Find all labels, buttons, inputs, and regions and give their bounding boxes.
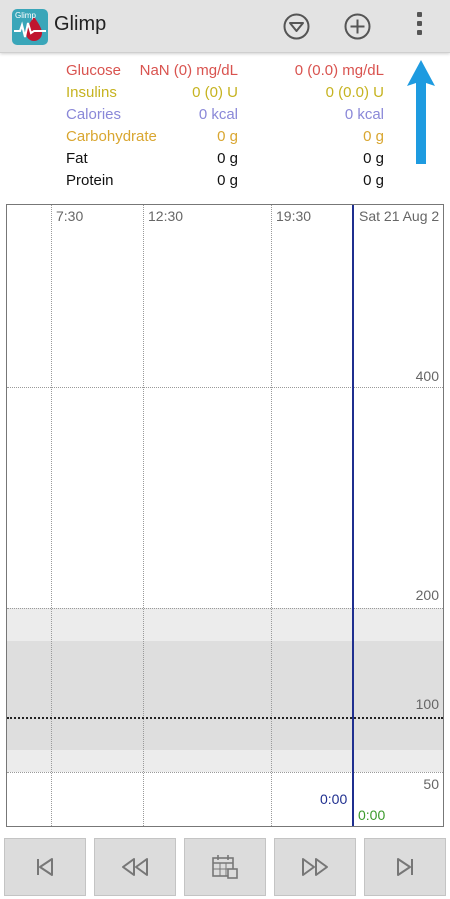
summary-value: 0 g	[217, 172, 238, 189]
annotation-arrow-icon	[407, 60, 435, 164]
summary-value-alt: 0 (0.0) mg/dL	[294, 62, 384, 79]
x-tick-label: 12:30	[148, 208, 184, 224]
first-page-icon	[37, 858, 53, 876]
rewind-icon	[122, 858, 148, 876]
summary-value: NaN (0) mg/dL	[139, 62, 238, 79]
app-title: Glimp	[54, 13, 107, 35]
summary-label: Fat	[66, 150, 88, 167]
summary-value-alt: 0 kcal	[344, 106, 384, 123]
summary-label: Calories	[66, 106, 122, 123]
target-line	[7, 717, 443, 719]
x-gridline	[51, 205, 52, 826]
y-tick-label: 100	[415, 696, 439, 712]
fast-forward-icon	[302, 858, 328, 876]
range-band-lower	[7, 750, 443, 772]
summary-value: 0 (0) U	[192, 84, 238, 101]
filter-icon[interactable]	[283, 13, 310, 40]
last-page-button[interactable]	[364, 838, 446, 896]
summary-row-calories: Calories 0 kcal 0 kcal	[0, 106, 450, 128]
glimp-app-icon[interactable]: Glimp	[12, 9, 48, 45]
rewind-button[interactable]	[94, 838, 176, 896]
y-tick-label: 400	[415, 368, 439, 384]
x-gridline	[143, 205, 144, 826]
current-time-label: 0:00	[320, 791, 348, 807]
summary-label: Protein	[66, 172, 114, 189]
summary-value: 0 g	[217, 150, 238, 167]
y-gridline	[7, 387, 443, 388]
summary-row-carbohydrate: Carbohydrate 0 g 0 g	[0, 128, 450, 150]
x-tick-label: 7:30	[56, 208, 84, 224]
summary-row-protein: Protein 0 g 0 g	[0, 172, 450, 194]
summary-row-glucose: Glucose NaN (0) mg/dL 0 (0.0) mg/dL	[0, 62, 450, 84]
summary-value: 0 g	[217, 128, 238, 145]
action-bar: Glimp Glimp	[0, 0, 450, 53]
first-page-button[interactable]	[4, 838, 86, 896]
fast-forward-button[interactable]	[274, 838, 356, 896]
y-tick-label: 50	[423, 776, 439, 792]
summary-value-alt: 0 g	[363, 172, 384, 189]
summary-label: Glucose	[66, 62, 122, 79]
summary-value-alt: 0 (0.0) U	[325, 84, 384, 101]
last-page-icon	[397, 858, 413, 876]
target-range-band-low	[7, 718, 443, 750]
calendar-button[interactable]	[184, 838, 266, 896]
x-gridline	[271, 205, 272, 826]
app-icon-label: Glimp	[15, 11, 36, 20]
y-gridline	[7, 608, 443, 609]
y-tick-label: 200	[415, 587, 439, 603]
summary-label: Carbohydrate	[66, 128, 157, 145]
summary-row-insulins: Insulins 0 (0) U 0 (0.0) U	[0, 84, 450, 106]
calendar-icon	[212, 855, 238, 879]
y-gridline	[7, 772, 443, 773]
overflow-menu-icon[interactable]	[409, 12, 429, 42]
add-icon[interactable]	[344, 13, 371, 40]
range-band-upper	[7, 608, 443, 641]
next-day-time-label: 0:00	[358, 807, 386, 823]
summary-value-alt: 0 g	[363, 128, 384, 145]
summary-value-alt: 0 g	[363, 150, 384, 167]
current-time-line	[352, 205, 354, 826]
summary-value: 0 kcal	[198, 106, 238, 123]
target-range-band	[7, 641, 443, 718]
summary-label: Insulins	[66, 84, 117, 101]
x-tick-label: Sat 21 Aug 2	[359, 208, 440, 224]
glucose-chart[interactable]: 7:30 12:30 19:30 Sat 21 Aug 2 400 200 10…	[6, 204, 444, 827]
x-tick-label: 19:30	[276, 208, 312, 224]
summary-row-fat: Fat 0 g 0 g	[0, 150, 450, 172]
